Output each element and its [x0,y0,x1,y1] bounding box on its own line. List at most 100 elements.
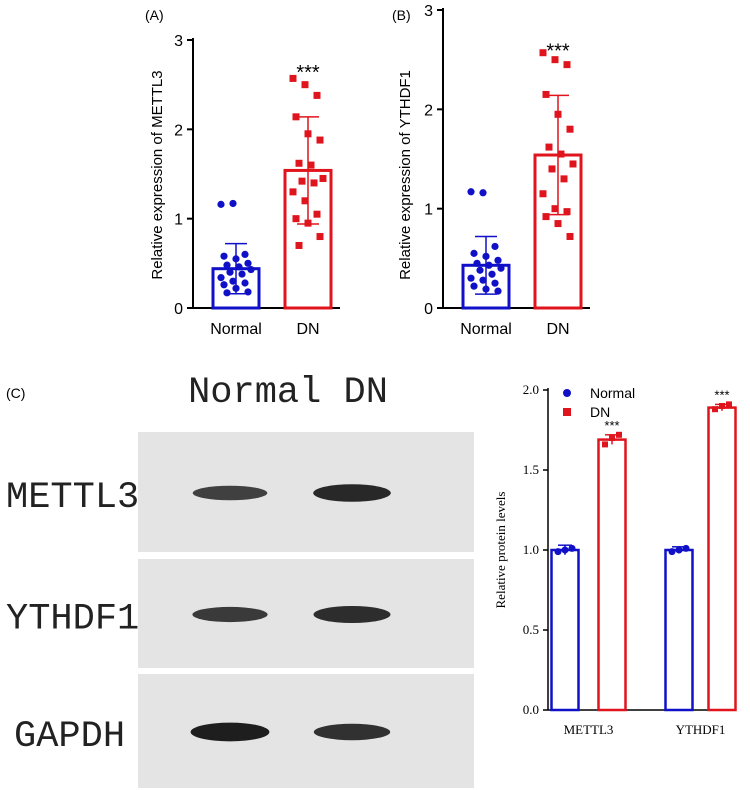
data-point-dn-a [289,74,297,82]
data-point-normal-b [476,266,484,274]
data-point-dn-a [292,215,300,223]
data-point-dn-a [304,130,312,138]
data-point-dn-c [712,406,718,413]
data-point-dn-a [316,233,324,241]
x-tick-label-b: DN [546,321,569,338]
data-point-normal-a [217,274,225,282]
data-point-normal-a [241,279,249,287]
data-point-normal-a [229,277,237,285]
data-point-normal-b [467,188,475,196]
blot-row-label: METTL3 [6,477,139,519]
data-point-dn-a [304,219,312,227]
data-point-normal-b [467,274,475,282]
blot-header: Normal DN [188,372,388,414]
bar-dn-mettl3 [597,438,627,712]
legend-label-dn: DN [590,404,610,420]
data-point-normal-b [482,285,490,293]
data-point-normal-b [479,189,487,197]
data-point-dn-b [542,213,550,221]
data-point-normal-a [241,250,249,258]
data-point-dn-b [560,175,568,183]
blot-band-mettl3 [313,484,391,502]
blot-band-ythdf1 [313,606,391,623]
data-point-normal-b [494,287,502,295]
data-point-dn-a [301,81,309,89]
x-tick-label-a: Normal [210,321,262,338]
data-point-normal-b [491,242,499,251]
data-point-normal-b [491,279,499,287]
y-tick-label-b: 2 [424,102,433,119]
data-point-dn-a [307,161,315,169]
significance-stars-c: *** [604,418,619,433]
data-point-normal-a [244,259,252,267]
data-point-normal-a [223,261,231,269]
data-point-dn-b [539,49,547,57]
blot-band-gapdh [313,723,391,741]
legend-marker-dn [563,408,571,416]
data-point-normal-a [223,289,231,297]
x-tick-label-a: DN [296,321,319,338]
data-point-normal-c [561,546,569,554]
y-axis-label-c: Relative protein levels [493,492,508,609]
y-tick-label-c: 2.0 [523,382,539,397]
data-point-normal-a [217,200,225,208]
data-point-normal-a [220,252,228,260]
blot-band-mettl3 [192,485,268,501]
legend-marker-normal [563,389,571,397]
y-tick-label-a: 1 [174,212,183,229]
y-axis-label-a: Relative expression of METTL3 [149,70,166,279]
data-point-dn-b [545,143,553,151]
panel-label-c: (C) [6,385,25,401]
data-point-normal-c [682,544,690,552]
y-axis-label-b: Relative expression of YTHDF1 [397,70,414,280]
y-tick-label-c: 0.5 [523,622,539,637]
data-point-normal-c [668,548,676,556]
data-point-dn-a [301,197,309,205]
data-point-dn-a [289,188,297,196]
data-point-normal-b [482,252,490,260]
data-point-normal-b [485,261,493,269]
y-tick-label-b: 0 [424,301,433,318]
blot-membrane-mettl3 [138,432,474,552]
data-point-normal-a [220,281,228,289]
data-point-dn-b [554,110,562,118]
western-blot: (C) Normal DN METTL3 YTHDF1 GAPDH [6,372,474,788]
data-point-dn-b [551,205,559,213]
panel-label-a: (A) [145,7,164,23]
data-point-normal-a [235,263,243,271]
x-tick-label-c: METTL3 [564,722,614,737]
data-point-dn-b [548,165,556,173]
data-point-dn-b [566,125,574,133]
data-point-dn-a [316,136,324,144]
y-tick-label-c: 1.0 [523,542,539,557]
bar-normal-ythdf1 [664,548,694,712]
data-point-normal-b [470,282,478,290]
data-point-dn-c [616,431,622,438]
data-point-dn-a [313,91,321,99]
panel-label-b: (B) [392,7,411,23]
data-point-dn-c [609,435,615,441]
data-point-dn-b [566,232,574,240]
data-point-normal-a [244,288,252,296]
data-point-normal-b [497,264,505,272]
significance-stars-b: *** [546,40,570,62]
blot-band-gapdh [190,722,270,742]
blot-band-ythdf1 [192,606,268,623]
data-point-normal-b [473,259,481,267]
y-tick-label-a: 0 [174,301,183,318]
blot-membrane-gapdh [138,674,474,788]
data-point-dn-b [563,61,571,69]
data-point-dn-b [569,160,577,168]
data-point-normal-b [479,276,487,284]
data-point-normal-b [470,249,478,257]
data-point-dn-a [310,179,318,187]
chart-panel-c: Relative protein levels 0.0 0.5 1.0 1.5 2.0 M… [493,382,737,737]
data-point-normal-c [568,544,576,552]
data-point-dn-c [719,403,725,409]
data-point-dn-a [295,159,303,167]
data-point-normal-c [675,546,683,554]
data-point-normal-b [494,256,502,264]
blot-row-label: GAPDH [14,716,125,758]
bar-dn-ythdf1 [707,406,737,712]
